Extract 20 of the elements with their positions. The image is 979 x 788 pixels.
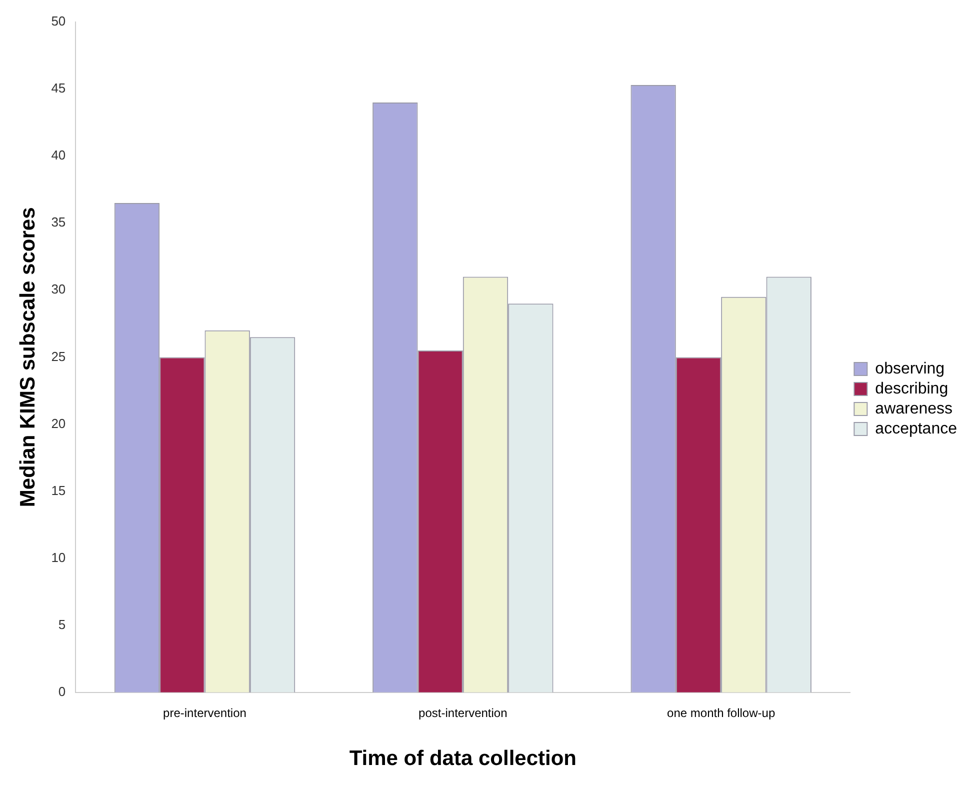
x-tick-label: one month follow-up: [667, 706, 776, 720]
y-tick-label: 25: [51, 348, 66, 364]
y-tick-label: 50: [51, 14, 66, 29]
y-tick-label: 15: [51, 482, 66, 498]
y-tick-label: 5: [58, 616, 66, 632]
y-tick-label: 40: [51, 148, 66, 163]
legend-label: acceptance: [875, 420, 958, 438]
legend-label: observing: [875, 360, 945, 378]
y-tick-label: 45: [51, 80, 66, 96]
y-axis-title: Median KIMS subscale scores: [16, 207, 40, 508]
x-axis-title: Time of data collection: [349, 747, 576, 770]
legend-label: describing: [875, 380, 948, 398]
y-tick-label: 35: [51, 214, 66, 230]
x-tick-label: pre-intervention: [163, 706, 246, 720]
x-tick-label: post-intervention: [418, 706, 508, 720]
y-tick-label: 0: [58, 684, 66, 699]
legend-label: awareness: [875, 400, 953, 418]
y-tick-label: 30: [51, 282, 66, 297]
y-tick-label: 10: [51, 550, 66, 565]
y-tick-label: 20: [51, 416, 66, 431]
